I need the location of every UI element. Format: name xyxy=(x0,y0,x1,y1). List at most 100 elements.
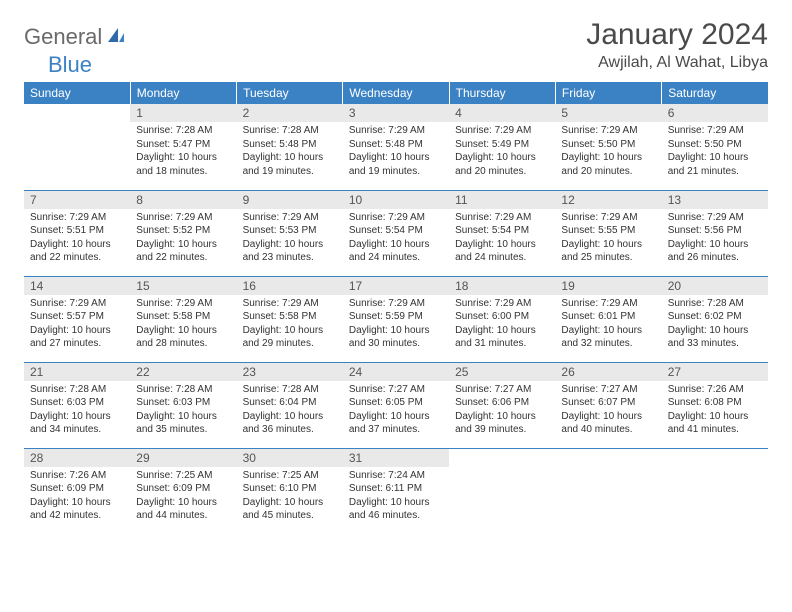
sunset-text: Sunset: 5:47 PM xyxy=(136,138,230,152)
calendar-cell: 3Sunrise: 7:29 AMSunset: 5:48 PMDaylight… xyxy=(343,104,449,190)
calendar-cell xyxy=(24,104,130,190)
daylight-text: Daylight: 10 hours and 45 minutes. xyxy=(243,496,337,523)
sunset-text: Sunset: 5:48 PM xyxy=(349,138,443,152)
sunrise-text: Sunrise: 7:29 AM xyxy=(349,124,443,138)
sunset-text: Sunset: 5:53 PM xyxy=(243,224,337,238)
day-info: Sunrise: 7:28 AMSunset: 6:03 PMDaylight:… xyxy=(24,381,130,441)
sunrise-text: Sunrise: 7:27 AM xyxy=(561,383,655,397)
calendar-cell: 22Sunrise: 7:28 AMSunset: 6:03 PMDayligh… xyxy=(130,362,236,448)
day-info: Sunrise: 7:29 AMSunset: 5:58 PMDaylight:… xyxy=(237,295,343,355)
day-info: Sunrise: 7:28 AMSunset: 5:48 PMDaylight:… xyxy=(237,122,343,182)
day-number: 7 xyxy=(24,191,130,209)
sunrise-text: Sunrise: 7:25 AM xyxy=(136,469,230,483)
sunset-text: Sunset: 5:58 PM xyxy=(243,310,337,324)
calendar-cell: 28Sunrise: 7:26 AMSunset: 6:09 PMDayligh… xyxy=(24,448,130,534)
daylight-text: Daylight: 10 hours and 41 minutes. xyxy=(668,410,762,437)
sunrise-text: Sunrise: 7:29 AM xyxy=(136,211,230,225)
title-block: January 2024 Awjilah, Al Wahat, Libya xyxy=(586,18,768,72)
day-info: Sunrise: 7:29 AMSunset: 5:51 PMDaylight:… xyxy=(24,209,130,269)
calendar-table: Sunday Monday Tuesday Wednesday Thursday… xyxy=(24,82,768,534)
day-number: 11 xyxy=(449,191,555,209)
day-number: 13 xyxy=(662,191,768,209)
calendar-row: 14Sunrise: 7:29 AMSunset: 5:57 PMDayligh… xyxy=(24,276,768,362)
calendar-cell: 12Sunrise: 7:29 AMSunset: 5:55 PMDayligh… xyxy=(555,190,661,276)
sunset-text: Sunset: 6:01 PM xyxy=(561,310,655,324)
sunset-text: Sunset: 5:56 PM xyxy=(668,224,762,238)
daylight-text: Daylight: 10 hours and 44 minutes. xyxy=(136,496,230,523)
calendar-cell: 27Sunrise: 7:26 AMSunset: 6:08 PMDayligh… xyxy=(662,362,768,448)
day-number: 18 xyxy=(449,277,555,295)
day-number: 6 xyxy=(662,104,768,122)
day-info: Sunrise: 7:29 AMSunset: 5:50 PMDaylight:… xyxy=(662,122,768,182)
day-info: Sunrise: 7:29 AMSunset: 5:57 PMDaylight:… xyxy=(24,295,130,355)
day-number: 3 xyxy=(343,104,449,122)
daylight-text: Daylight: 10 hours and 25 minutes. xyxy=(561,238,655,265)
sunrise-text: Sunrise: 7:29 AM xyxy=(30,297,124,311)
calendar-cell: 7Sunrise: 7:29 AMSunset: 5:51 PMDaylight… xyxy=(24,190,130,276)
day-info: Sunrise: 7:27 AMSunset: 6:07 PMDaylight:… xyxy=(555,381,661,441)
calendar-cell: 11Sunrise: 7:29 AMSunset: 5:54 PMDayligh… xyxy=(449,190,555,276)
day-info: Sunrise: 7:29 AMSunset: 5:56 PMDaylight:… xyxy=(662,209,768,269)
day-number: 5 xyxy=(555,104,661,122)
weekday-header: Monday xyxy=(130,82,236,104)
sunset-text: Sunset: 6:08 PM xyxy=(668,396,762,410)
sunset-text: Sunset: 6:07 PM xyxy=(561,396,655,410)
calendar-cell: 29Sunrise: 7:25 AMSunset: 6:09 PMDayligh… xyxy=(130,448,236,534)
sunrise-text: Sunrise: 7:28 AM xyxy=(243,383,337,397)
daylight-text: Daylight: 10 hours and 33 minutes. xyxy=(668,324,762,351)
day-number: 15 xyxy=(130,277,236,295)
month-title: January 2024 xyxy=(586,18,768,52)
day-info: Sunrise: 7:29 AMSunset: 5:50 PMDaylight:… xyxy=(555,122,661,182)
calendar-cell: 4Sunrise: 7:29 AMSunset: 5:49 PMDaylight… xyxy=(449,104,555,190)
day-number: 20 xyxy=(662,277,768,295)
calendar-cell: 10Sunrise: 7:29 AMSunset: 5:54 PMDayligh… xyxy=(343,190,449,276)
day-info: Sunrise: 7:26 AMSunset: 6:08 PMDaylight:… xyxy=(662,381,768,441)
daylight-text: Daylight: 10 hours and 39 minutes. xyxy=(455,410,549,437)
daylight-text: Daylight: 10 hours and 24 minutes. xyxy=(349,238,443,265)
day-info: Sunrise: 7:29 AMSunset: 5:49 PMDaylight:… xyxy=(449,122,555,182)
sunrise-text: Sunrise: 7:29 AM xyxy=(561,211,655,225)
day-info: Sunrise: 7:28 AMSunset: 5:47 PMDaylight:… xyxy=(130,122,236,182)
calendar-row: 1Sunrise: 7:28 AMSunset: 5:47 PMDaylight… xyxy=(24,104,768,190)
sunset-text: Sunset: 5:54 PM xyxy=(455,224,549,238)
daylight-text: Daylight: 10 hours and 31 minutes. xyxy=(455,324,549,351)
day-info: Sunrise: 7:27 AMSunset: 6:06 PMDaylight:… xyxy=(449,381,555,441)
calendar-cell: 8Sunrise: 7:29 AMSunset: 5:52 PMDaylight… xyxy=(130,190,236,276)
day-info: Sunrise: 7:28 AMSunset: 6:03 PMDaylight:… xyxy=(130,381,236,441)
calendar-cell: 18Sunrise: 7:29 AMSunset: 6:00 PMDayligh… xyxy=(449,276,555,362)
daylight-text: Daylight: 10 hours and 22 minutes. xyxy=(30,238,124,265)
daylight-text: Daylight: 10 hours and 40 minutes. xyxy=(561,410,655,437)
weekday-header: Thursday xyxy=(449,82,555,104)
day-number: 30 xyxy=(237,449,343,467)
daylight-text: Daylight: 10 hours and 29 minutes. xyxy=(243,324,337,351)
sunset-text: Sunset: 6:09 PM xyxy=(30,482,124,496)
sunrise-text: Sunrise: 7:28 AM xyxy=(136,383,230,397)
day-number: 22 xyxy=(130,363,236,381)
sunrise-text: Sunrise: 7:29 AM xyxy=(455,211,549,225)
daylight-text: Daylight: 10 hours and 20 minutes. xyxy=(455,151,549,178)
day-number: 8 xyxy=(130,191,236,209)
calendar-cell: 23Sunrise: 7:28 AMSunset: 6:04 PMDayligh… xyxy=(237,362,343,448)
sunrise-text: Sunrise: 7:27 AM xyxy=(349,383,443,397)
sunrise-text: Sunrise: 7:29 AM xyxy=(243,297,337,311)
daylight-text: Daylight: 10 hours and 19 minutes. xyxy=(243,151,337,178)
day-number: 27 xyxy=(662,363,768,381)
day-info: Sunrise: 7:26 AMSunset: 6:09 PMDaylight:… xyxy=(24,467,130,527)
calendar-cell: 17Sunrise: 7:29 AMSunset: 5:59 PMDayligh… xyxy=(343,276,449,362)
daylight-text: Daylight: 10 hours and 26 minutes. xyxy=(668,238,762,265)
calendar-cell: 13Sunrise: 7:29 AMSunset: 5:56 PMDayligh… xyxy=(662,190,768,276)
daylight-text: Daylight: 10 hours and 27 minutes. xyxy=(30,324,124,351)
sunset-text: Sunset: 6:03 PM xyxy=(136,396,230,410)
weekday-header-row: Sunday Monday Tuesday Wednesday Thursday… xyxy=(24,82,768,104)
sunset-text: Sunset: 5:50 PM xyxy=(561,138,655,152)
logo: General xyxy=(24,18,128,50)
daylight-text: Daylight: 10 hours and 34 minutes. xyxy=(30,410,124,437)
daylight-text: Daylight: 10 hours and 23 minutes. xyxy=(243,238,337,265)
calendar-cell: 24Sunrise: 7:27 AMSunset: 6:05 PMDayligh… xyxy=(343,362,449,448)
sunset-text: Sunset: 5:59 PM xyxy=(349,310,443,324)
sunrise-text: Sunrise: 7:29 AM xyxy=(455,124,549,138)
sunrise-text: Sunrise: 7:29 AM xyxy=(455,297,549,311)
sunrise-text: Sunrise: 7:28 AM xyxy=(243,124,337,138)
calendar-cell: 31Sunrise: 7:24 AMSunset: 6:11 PMDayligh… xyxy=(343,448,449,534)
day-number: 16 xyxy=(237,277,343,295)
